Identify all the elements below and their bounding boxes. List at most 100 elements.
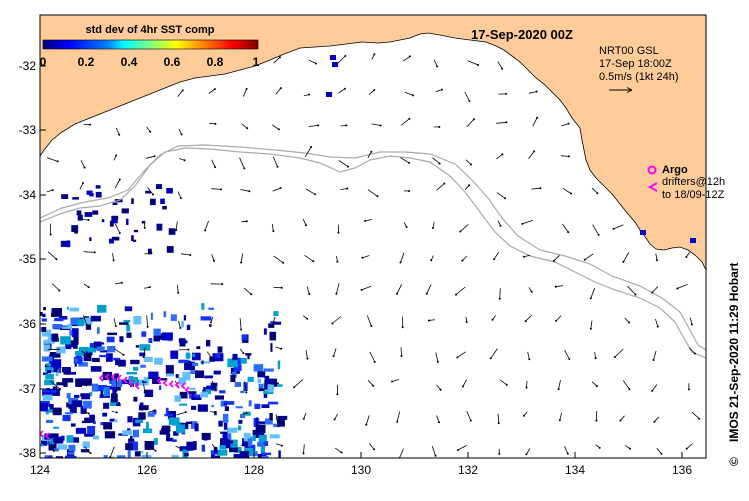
map-date-title: 17-Sep-2020 00Z [471, 27, 573, 42]
current-vector-head [246, 220, 248, 222]
current-vector-head [333, 355, 335, 357]
current-vector-head [493, 258, 495, 260]
sst-patch [167, 246, 174, 253]
sst-patch [73, 343, 78, 349]
sst-patch [67, 393, 71, 398]
sst-patch [141, 331, 146, 336]
current-vector-head [628, 322, 630, 324]
sst-patch [201, 303, 204, 310]
current-vector-head [694, 353, 696, 355]
sst-patch [166, 365, 174, 373]
sst-patch [91, 316, 101, 322]
current-vector-head [558, 388, 560, 390]
current-vector-head [536, 91, 538, 93]
x-tick-label: 132 [458, 463, 478, 477]
sst-patch [189, 388, 195, 390]
sst-patch [186, 353, 191, 359]
current-vector-head [116, 411, 118, 413]
current-vector-head [628, 388, 630, 390]
current-vector-head [426, 293, 428, 295]
sst-patch [217, 450, 228, 456]
sst-patch [233, 354, 238, 360]
current-vector-head [613, 228, 615, 230]
current-vector-head [144, 391, 146, 393]
sst-patch [156, 184, 162, 189]
sst-patch [236, 406, 243, 408]
current-vector-head [651, 292, 653, 294]
sst-patch [52, 324, 62, 328]
drifter-legend: drifters@12h to 18/09-12Z [650, 176, 725, 201]
current-vector-head [334, 418, 336, 420]
sst-patch [238, 420, 242, 424]
sst-patch [176, 424, 185, 433]
current-vector-head [221, 283, 223, 285]
current-vector-head [344, 88, 346, 90]
current-vector-head [240, 329, 242, 331]
current-vector-head [214, 123, 216, 125]
current-vector-head [656, 259, 658, 261]
current-vector-head [250, 293, 252, 295]
sst-patch [84, 418, 94, 423]
model-name: NRT00 GSL [599, 45, 659, 57]
sst-patch [254, 404, 260, 409]
sst-patch [45, 374, 54, 380]
sst-patch [65, 412, 73, 414]
sst-patch [126, 325, 130, 332]
sst-patch [326, 92, 332, 97]
current-vector-head [243, 167, 245, 169]
sst-patch [125, 457, 133, 466]
sst-patch [151, 313, 153, 320]
sst-patch [114, 419, 117, 422]
sst-patch [219, 445, 226, 449]
sst-patch [124, 320, 131, 323]
sst-patch [134, 230, 138, 232]
current-vector-head [88, 286, 90, 288]
current-vector-head [614, 356, 616, 358]
current-vector-head [619, 420, 621, 422]
current-vector-head [568, 123, 570, 125]
current-vector-head [55, 258, 57, 260]
sst-patch [154, 438, 158, 445]
sst-patch [74, 229, 78, 233]
current-vector-head [60, 409, 62, 411]
sst-patch [104, 388, 106, 397]
sst-patch [106, 353, 113, 362]
sst-patch [67, 435, 74, 443]
current-vector-head [685, 256, 687, 258]
sst-patch [85, 212, 93, 217]
current-vector-head [635, 294, 637, 296]
sst-patch [240, 391, 244, 393]
current-vector-head [317, 124, 319, 126]
sst-patch [174, 395, 180, 402]
current-vector-head [428, 320, 430, 322]
current-vector-head [435, 455, 437, 457]
sst-patch [218, 421, 222, 427]
sst-patch [270, 434, 280, 438]
sst-patch [80, 393, 88, 396]
sst-patch [162, 332, 173, 340]
sst-patch [245, 353, 251, 356]
current-vector-head [396, 421, 398, 423]
current-vector-head [470, 164, 472, 166]
current-vector-head [242, 352, 244, 354]
sst-patch [172, 455, 179, 460]
sst-patch [264, 369, 274, 372]
current-vector-head [154, 409, 156, 411]
current-vector-head [373, 89, 375, 91]
current-vector-head [149, 286, 151, 288]
sst-patch [186, 422, 192, 424]
credit-text: IMOS 21-Sep-2020 11:29 Hobart [727, 263, 741, 442]
sst-patch [218, 346, 223, 352]
current-vector-head [441, 89, 443, 91]
current-vector-head [436, 65, 438, 67]
current-vector-head [82, 182, 84, 184]
sst-patch [184, 315, 186, 320]
current-vector-head [86, 324, 88, 326]
current-vector-head [498, 422, 500, 424]
sst-patch [215, 395, 224, 399]
sst-patch [223, 433, 227, 440]
sst-patch [126, 372, 137, 374]
sst-patch [192, 393, 194, 399]
sst-patch [162, 426, 171, 432]
sst-patch [178, 360, 189, 363]
